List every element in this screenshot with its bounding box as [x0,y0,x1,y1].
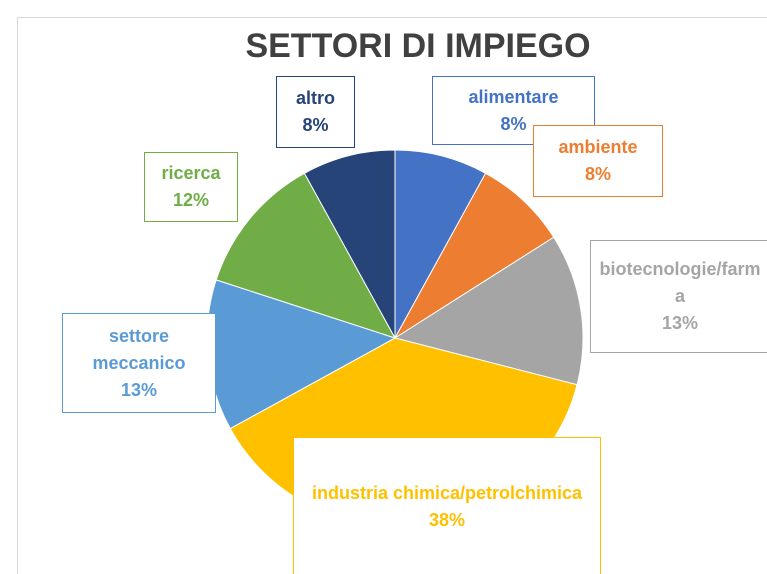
category-label: biotecnologie/farma [599,259,761,306]
category-label: settore meccanico [92,325,186,373]
data-label: industria chimica/petrolchimica 38% [293,437,601,574]
chart-frame [17,17,767,574]
pie-slice [215,172,397,339]
value-label: 8% [302,115,329,135]
data-label: settore meccanico 13% [62,313,216,413]
value-label: 38% [428,510,466,530]
category-label: alimentare [468,86,559,107]
pie-slice [393,236,584,386]
data-label: ambiente 8% [533,125,663,197]
chart-title: SETTORI DI IMPIEGO [245,27,590,65]
value-label: 13% [661,313,699,333]
data-label: alimentare 8% [432,76,595,145]
category-label: industria chimica/petrolchimica [311,483,583,503]
category-label: ricerca [161,163,221,183]
data-label: ricerca 12% [144,152,238,222]
value-label: 8% [584,164,611,184]
value-label: 12% [172,190,210,210]
pie-slice [303,149,396,339]
data-label: biotecnologie/farma 13% [590,240,767,353]
data-label: altro 8% [276,76,355,148]
pie-slice [394,149,487,339]
category-label: altro [295,88,335,108]
value-label: 13% [120,379,158,400]
value-label: 8% [500,113,527,134]
category-label: ambiente [558,137,638,157]
pie-slice [394,172,555,339]
